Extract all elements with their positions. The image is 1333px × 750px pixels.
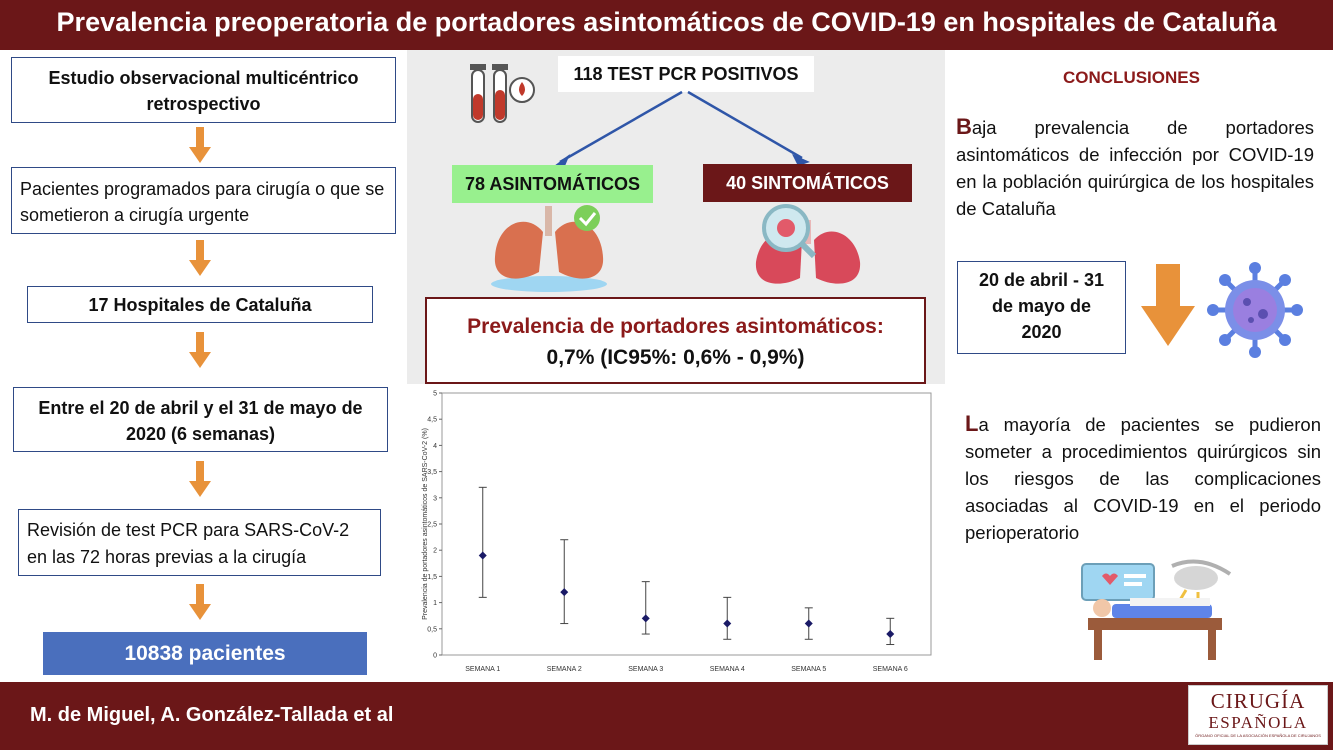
down-arrow-icon — [189, 127, 211, 163]
data-point — [804, 619, 813, 628]
y-tick-label: 3,5 — [427, 469, 437, 476]
x-tick-label: SEMANA 6 — [873, 666, 908, 673]
header-bar: Prevalencia preoperatoria de portadores … — [0, 0, 1333, 50]
y-tick-label: 2 — [433, 548, 437, 555]
chart-background — [407, 385, 943, 680]
flow-step-study-type: Estudio observacional multicéntrico retr… — [11, 57, 396, 123]
y-tick-label: 1 — [433, 600, 437, 607]
conclusion-paragraph-2: La mayoría de pacientes se pudieron some… — [965, 411, 1321, 543]
y-tick-label: 0,5 — [427, 626, 437, 633]
down-arrow-icon — [189, 584, 211, 620]
drop-cap: B — [956, 114, 972, 139]
x-tick-label: SEMANA 4 — [710, 666, 745, 673]
flow-step-patients: Pacientes programados para cirugía o que… — [11, 167, 396, 234]
chart-svg: 0 0,5 1 1,5 2 2,5 3 3,5 4 4,5 5 SEMANA 1 SEMANA 2 SEM… — [407, 385, 943, 680]
y-axis-label: Prevalencia de portadores asintomáticos … — [422, 428, 429, 620]
conclusion-paragraph-1: Baja prevalencia de portadores asintomát… — [956, 114, 1314, 219]
test-tubes-icon — [470, 64, 535, 123]
virus-icon — [1207, 262, 1303, 358]
infected-lungs-icon — [755, 204, 861, 284]
prevalence-value: 0,7% (IC95%: 0,6% - 0,9%) — [546, 346, 805, 369]
y-tick-label: 4,5 — [427, 417, 437, 424]
data-point — [478, 551, 487, 560]
journal-logo: CIRUGÍA ESPAÑOLA ÓRGANO OFICIAL DE LA AS… — [1188, 685, 1328, 745]
logo-line-2: ESPAÑOLA — [1208, 713, 1308, 732]
y-tick-label: 1,5 — [427, 574, 437, 581]
flow-step-pcr-review: Revisión de test PCR para SARS-CoV-2 en … — [18, 509, 381, 576]
weekly-prevalence-chart: 0 0,5 1 1,5 2 2,5 3 3,5 4 4,5 5 SEMANA 1 SEMANA 2 SEM… — [407, 385, 943, 680]
healthy-lungs-icon — [491, 205, 607, 292]
authors: M. de Miguel, A. González-Tallada et al — [30, 704, 394, 726]
flow-result-box: 10838 pacientes — [43, 632, 367, 675]
drop-cap: L — [965, 411, 979, 436]
y-tick-label: 4 — [433, 443, 437, 450]
branch-arrows — [554, 90, 810, 166]
x-tick-label: SEMANA 1 — [465, 666, 500, 673]
x-tick-label: SEMANA 3 — [628, 666, 663, 673]
data-point — [641, 614, 650, 623]
data-point — [886, 630, 895, 639]
down-arrow-icon — [189, 332, 211, 368]
y-tick-label: 2,5 — [427, 522, 437, 529]
y-tick-label: 0 — [433, 653, 437, 660]
symptomatic-box: 40 SINTOMÁTICOS — [703, 164, 912, 202]
x-tick-label: SEMANA 2 — [547, 666, 582, 673]
logo-line-1: CIRUGÍA — [1210, 689, 1306, 713]
x-tick-label: SEMANA 5 — [791, 666, 826, 673]
footer-bar: M. de Miguel, A. González-Tallada et al — [0, 682, 1333, 750]
data-point — [560, 588, 569, 597]
data-point — [723, 619, 732, 628]
flow-step-hospitals: 17 Hospitales de Cataluña — [27, 286, 373, 323]
y-tick-label: 3 — [433, 495, 437, 502]
prevalence-box: Prevalencia de portadores asintomáticos:… — [425, 297, 926, 384]
logo-line-3: ÓRGANO OFICIAL DE LA ASOCIACIÓN ESPAÑOLA… — [1195, 733, 1321, 738]
prevalence-title: Prevalencia de portadores asintomáticos: — [467, 315, 884, 338]
asymptomatic-box: 78 ASINTOMÁTICOS — [452, 165, 653, 203]
surgery-icon — [1081, 559, 1232, 660]
down-arrow-icon — [189, 461, 211, 497]
down-arrow-icon — [189, 240, 211, 276]
page-title: Prevalencia preoperatoria de portadores … — [56, 7, 1277, 37]
date-box: 20 de abril - 31 de mayo de 2020 — [957, 261, 1126, 354]
conclusions-title: CONCLUSIONES — [1063, 68, 1200, 87]
total-positive-box: 118 TEST PCR POSITIVOS — [558, 56, 814, 92]
y-tick-label: 5 — [433, 391, 437, 398]
flow-step-period: Entre el 20 de abril y el 31 de mayo de … — [13, 387, 388, 452]
down-arrow-icon — [1141, 264, 1195, 346]
